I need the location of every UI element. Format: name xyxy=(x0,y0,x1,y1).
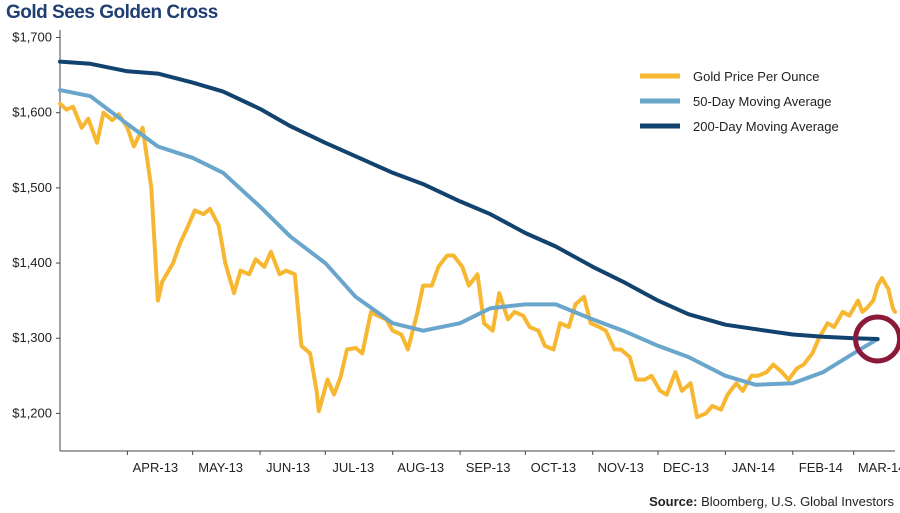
x-tick-label: NOV-13 xyxy=(598,460,644,475)
x-tick-label: JUL-13 xyxy=(332,460,374,475)
y-tick-label: $1,300 xyxy=(12,330,52,345)
x-tick-label: SEP-13 xyxy=(466,460,511,475)
x-tick-label: AUG-13 xyxy=(397,460,444,475)
axes: $1,200 $1,300 $1,400 $1,500 $1,600 $1,700 APR-… xyxy=(12,30,900,475)
source-label: Source: xyxy=(649,494,698,509)
y-tick-label: $1,700 xyxy=(12,30,52,45)
legend: Gold Price Per Ounce 50-Day Moving Averag… xyxy=(640,69,839,134)
series-line-1 xyxy=(58,101,897,420)
x-tick-label: OCT-13 xyxy=(531,460,577,475)
y-tick-label: $1,500 xyxy=(12,180,52,195)
series-line-3 xyxy=(58,59,880,341)
x-tick-label: MAY-13 xyxy=(198,460,243,475)
series-layer xyxy=(58,59,897,420)
x-tick-label: DEC-13 xyxy=(663,460,709,475)
legend-label: 50-Day Moving Average xyxy=(693,94,832,109)
x-tick-label: APR-13 xyxy=(133,460,179,475)
y-tick-label: $1,200 xyxy=(12,405,52,420)
legend-label: 200-Day Moving Average xyxy=(693,119,839,134)
series-line-2 xyxy=(58,88,880,387)
x-tick-label: MAR-14 xyxy=(858,460,900,475)
x-tick-label: JAN-14 xyxy=(732,460,775,475)
legend-label: Gold Price Per Ounce xyxy=(693,69,819,84)
x-tick-label: FEB-14 xyxy=(799,460,843,475)
source-note: Source: Bloomberg, U.S. Global Investors xyxy=(649,494,894,509)
chart-title: Gold Sees Golden Cross xyxy=(6,2,218,23)
y-tick-label: $1,600 xyxy=(12,105,52,120)
x-tick-label: JUN-13 xyxy=(266,460,310,475)
source-text: Bloomberg, U.S. Global Investors xyxy=(697,494,894,509)
y-tick-label: $1,400 xyxy=(12,255,52,270)
